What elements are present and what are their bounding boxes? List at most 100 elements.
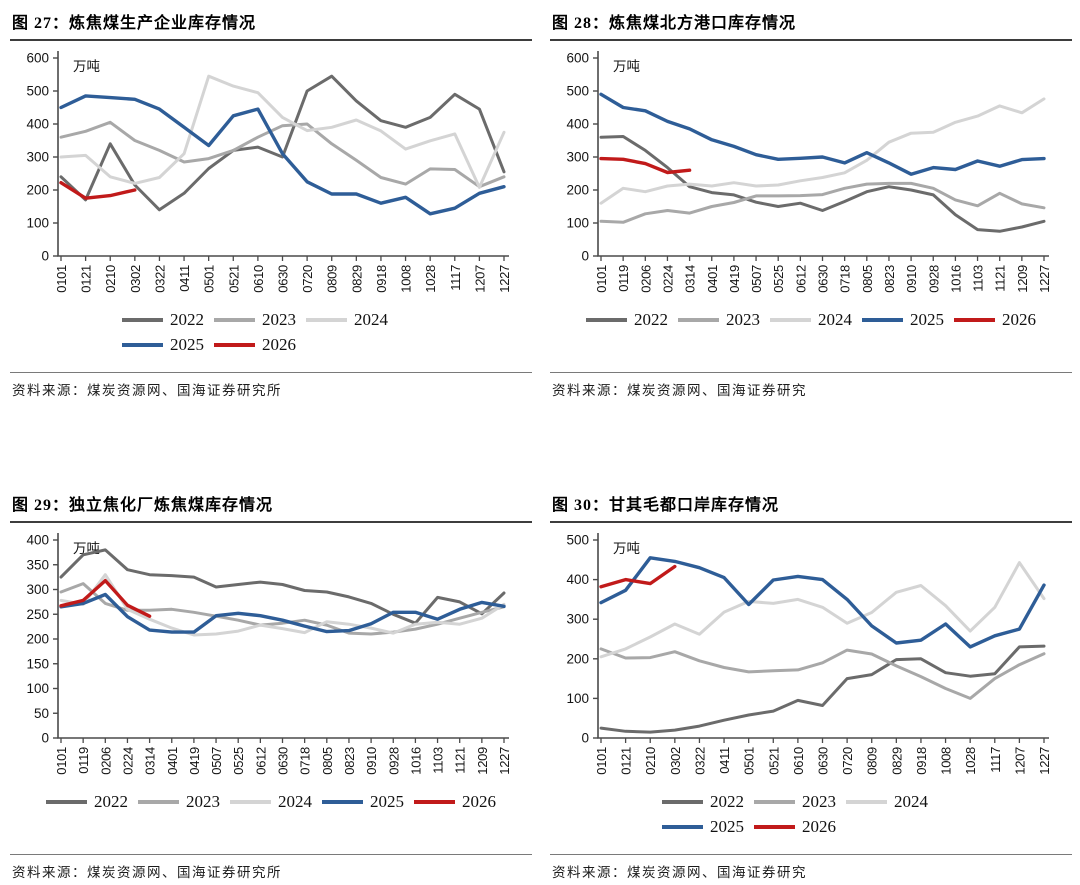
x-tick-label: 0419 <box>727 265 742 293</box>
x-tick-label: 0314 <box>143 747 158 775</box>
series-2023-line <box>59 120 506 189</box>
x-tick-label: 0829 <box>349 265 364 293</box>
x-tick-label: 1227 <box>497 747 512 775</box>
y-tick-label: 600 <box>566 51 589 66</box>
x-tick-label: 0224 <box>120 747 135 775</box>
y-tick-label: 400 <box>566 117 589 132</box>
legend-label-2022: 2022 <box>94 792 128 811</box>
legend-label-2025: 2025 <box>370 792 404 811</box>
x-tick-label: 1227 <box>497 265 512 293</box>
y-tick-label: 300 <box>26 150 49 165</box>
legend-label-2025: 2025 <box>170 335 204 354</box>
x-tick-label: 0630 <box>276 747 291 775</box>
legend-item-2022: 2022 <box>122 310 204 330</box>
x-tick-label: 1121 <box>453 747 468 774</box>
title-divider <box>550 521 1072 523</box>
line-chart-28: 0 100 200 300 400 500 600 0101 0119 0206 0224 0314 0… <box>566 51 1052 293</box>
series-2025-line <box>599 92 1046 176</box>
legend-item-2023: 2023 <box>214 310 296 330</box>
y-tick-label: 200 <box>26 183 49 198</box>
legend-swatch-2023 <box>754 800 795 804</box>
x-tick-label: 0401 <box>165 747 180 775</box>
legend-swatch-2023 <box>678 318 719 322</box>
x-tick-label: 0612 <box>793 265 808 293</box>
legend-item-2026: 2026 <box>214 335 296 355</box>
x-tick-label: 1227 <box>1037 265 1052 293</box>
legend-row: 2022 2023 2024 2025 2026 <box>10 792 532 812</box>
figure-30-title: 图 30：甘其毛都口岸库存情况 <box>552 497 780 514</box>
legend-item-2024: 2024 <box>770 310 852 330</box>
legend-label-2026: 2026 <box>802 817 836 836</box>
legend-swatch-2023 <box>214 318 255 322</box>
x-tick-label: 0720 <box>840 747 855 775</box>
legend-label-2023: 2023 <box>802 792 836 811</box>
title-divider <box>10 521 532 523</box>
y-tick-label: 400 <box>26 533 49 548</box>
figure-27: 图 27：炼焦煤生产企业库存情况 0 100 200 300 400 500 600 0101… <box>10 6 532 399</box>
source-divider <box>10 372 532 373</box>
legend-row: 2025 2026 <box>122 335 532 355</box>
legend-swatch-2025 <box>122 343 163 347</box>
legend-28: 2022 2023 2024 2025 2026 <box>550 310 1072 368</box>
line-chart-27: 0 100 200 300 400 500 600 0101 0121 0210 0302 0322 0… <box>26 51 512 293</box>
legend-swatch-2026 <box>414 800 455 804</box>
legend-item-2026: 2026 <box>754 817 836 837</box>
figure-30: 图 30：甘其毛都口岸库存情况 0 100 200 300 400 500 0101 0121… <box>550 488 1072 881</box>
legend-label-2024: 2024 <box>894 792 928 811</box>
x-tick-label: 0322 <box>692 747 707 775</box>
x-tick-label: 0720 <box>300 265 315 293</box>
y-tick-label: 50 <box>34 706 49 721</box>
y-tick-label: 100 <box>566 216 589 231</box>
x-tick-label: 0101 <box>594 747 609 775</box>
figure-27-source: 资料来源：煤炭资源网、国海证券研究所 <box>12 383 282 398</box>
x-tick-label: 0829 <box>889 747 904 775</box>
x-tick-label: 1016 <box>948 265 963 293</box>
axis-lines <box>597 533 1049 739</box>
series-2025-line <box>599 556 1046 649</box>
x-tick-label: 0314 <box>683 265 698 293</box>
legend-label-2026: 2026 <box>1002 310 1036 329</box>
x-tick-label: 0809 <box>325 265 340 293</box>
x-tick-label: 0210 <box>643 747 658 775</box>
figure-30-source: 资料来源：煤炭资源网、国海证券研究 <box>552 865 807 880</box>
x-tick-label: 1207 <box>1012 747 1027 775</box>
x-tick-label: 1103 <box>431 747 446 774</box>
x-tick-label: 0206 <box>98 747 113 775</box>
axis-lines <box>597 51 1049 257</box>
legend-label-2024: 2024 <box>354 310 388 329</box>
source-divider <box>550 854 1072 855</box>
x-tick-label: 0718 <box>838 265 853 293</box>
legend-label-2024: 2024 <box>818 310 852 329</box>
legend-item-2026: 2026 <box>954 310 1036 330</box>
legend-29: 2022 2023 2024 2025 2026 <box>10 792 532 850</box>
x-tick-label: 1209 <box>1015 265 1030 293</box>
series-2023-line <box>599 647 1046 700</box>
y-tick-label: 200 <box>26 632 49 647</box>
title-divider <box>550 39 1072 41</box>
x-tick-label: 0119 <box>76 747 91 774</box>
x-tick-label: 0401 <box>705 265 720 293</box>
y-tick-label: 250 <box>26 607 49 622</box>
y-tick-label: 400 <box>26 117 49 132</box>
legend-swatch-2024 <box>846 800 887 804</box>
x-tick-label: 1008 <box>939 747 954 775</box>
x-tick-label: 1028 <box>423 265 438 293</box>
legend-30: 2022 2023 2024 2025 2026 <box>550 792 1072 850</box>
x-tick-label: 0302 <box>668 747 683 775</box>
legend-label-2025: 2025 <box>910 310 944 329</box>
legend-item-2023: 2023 <box>754 792 836 812</box>
x-tick-label: 1103 <box>971 265 986 292</box>
legend-swatch-2024 <box>770 318 811 322</box>
y-tick-label: 200 <box>566 183 589 198</box>
x-tick-label: 1117 <box>448 265 463 291</box>
x-tick-label: 0630 <box>816 265 831 293</box>
x-tick-label: 0521 <box>226 265 241 293</box>
x-tick-label: 0501 <box>742 747 757 775</box>
y-tick-label: 350 <box>26 557 49 572</box>
legend-swatch-2022 <box>122 318 163 322</box>
x-tick-label: 0224 <box>660 265 675 293</box>
line-chart-30: 0 100 200 300 400 500 0101 0121 0210 0302 0322 0411… <box>566 533 1052 775</box>
series-2022-line <box>59 548 506 625</box>
y-tick-label: 300 <box>566 612 589 627</box>
legend-swatch-2025 <box>662 825 703 829</box>
